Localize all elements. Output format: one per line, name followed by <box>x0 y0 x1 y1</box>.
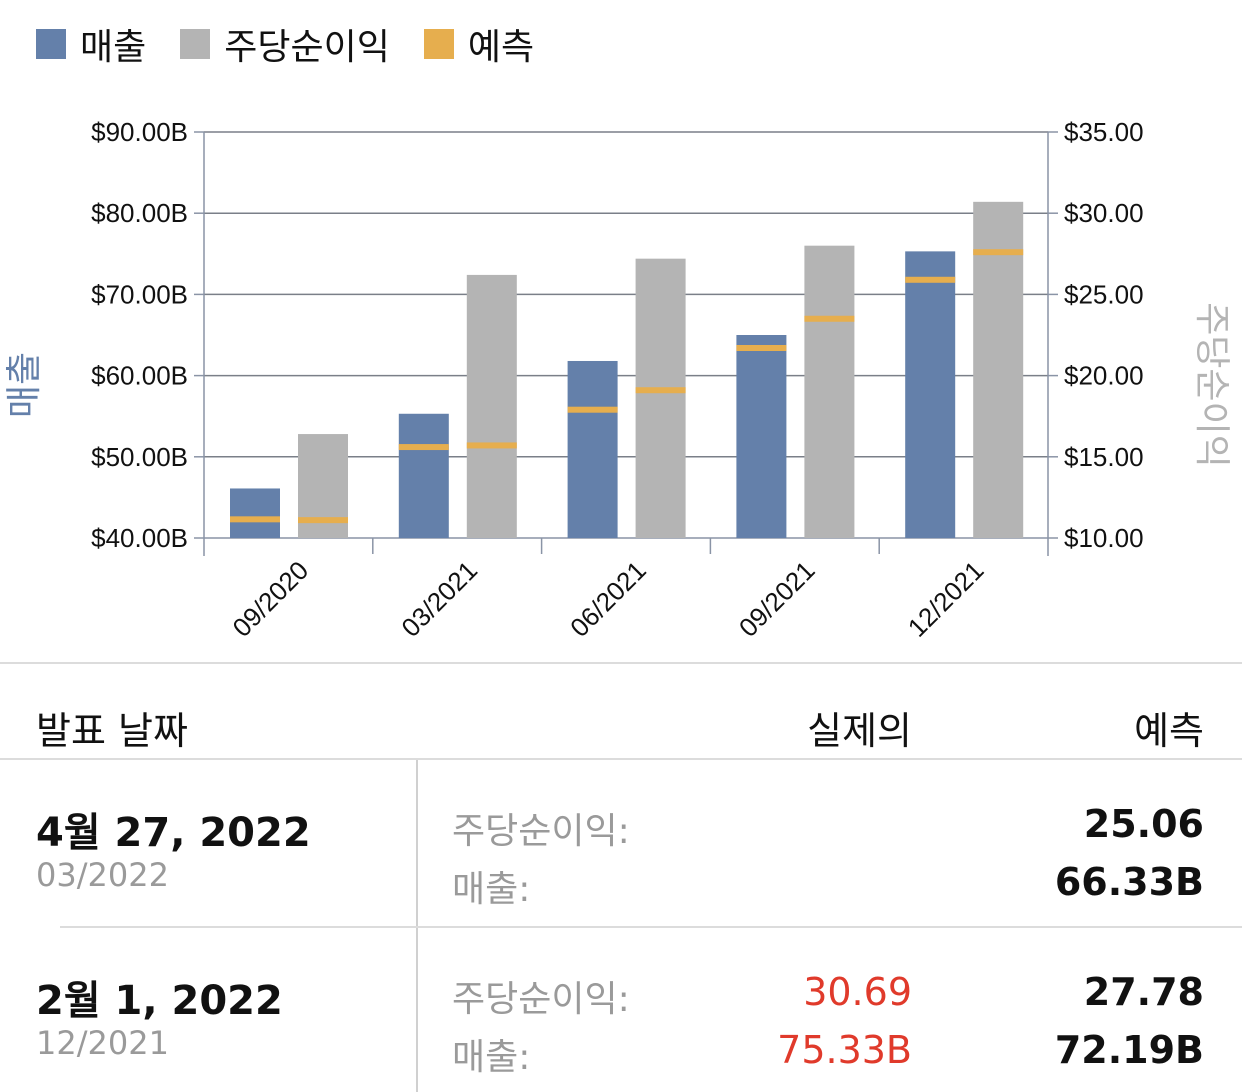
category-label: 03/2021 <box>395 555 483 643</box>
eps-estimate-marker <box>466 442 517 449</box>
table-row: 4월 27, 2022 03/2022 주당순이익: 25.06 매출: 66.… <box>0 760 1242 926</box>
chart-divider <box>0 662 1242 664</box>
eps-bar <box>466 274 517 538</box>
table-header-divider <box>0 758 1242 760</box>
left-tick-label: $80.00B <box>91 198 188 228</box>
left-tick-label: $60.00B <box>91 361 188 391</box>
revenue-bar <box>230 488 280 538</box>
left-tick-label: $90.00B <box>91 117 188 147</box>
eps-estimate: 27.78 <box>1083 970 1204 1014</box>
eps-bar <box>635 258 686 538</box>
header-date: 발표 날짜 <box>36 709 188 753</box>
legend-swatch-eps <box>180 29 211 59</box>
row-divider <box>60 926 1242 928</box>
eps-estimate-marker <box>635 387 686 394</box>
earnings-chart: $40.00B $10.00 $50.00B $15.00 $60.00B $20.00 $… <box>4 117 1232 643</box>
eps-actual: 30.69 <box>803 970 912 1014</box>
revenue-label: 매출: <box>452 869 531 910</box>
revenue-estimate-marker <box>905 276 956 283</box>
revenue-estimate: 66.33B <box>1054 860 1204 904</box>
table-header: 발표 날짜 실제의 예측 <box>0 690 1242 756</box>
revenue-label: 매출: <box>452 1037 531 1078</box>
legend-label-eps: 주당순이익 <box>224 27 390 68</box>
right-tick-label: $10.00 <box>1064 523 1144 553</box>
right-tick-label: $15.00 <box>1064 442 1144 472</box>
announce-date: 4월 27, 2022 <box>36 810 311 856</box>
category-label: 09/2020 <box>227 555 315 643</box>
eps-estimate-marker <box>804 315 855 322</box>
eps-estimate: 25.06 <box>1083 802 1204 846</box>
right-tick-label: $30.00 <box>1064 198 1144 228</box>
category-label: 12/2021 <box>902 555 990 643</box>
revenue-bar <box>398 413 449 538</box>
revenue-estimate-marker <box>567 406 618 413</box>
right-tick-label: $25.00 <box>1064 279 1144 309</box>
left-axis-title: 매출 <box>4 352 45 418</box>
revenue-actual: 75.33B <box>777 1028 912 1072</box>
eps-label: 주당순이익: <box>452 811 630 852</box>
revenue-estimate-marker <box>736 344 787 351</box>
legend-swatch-estimate <box>423 29 454 59</box>
revenue-bar <box>736 335 787 538</box>
fiscal-period: 03/2022 <box>36 856 169 894</box>
header-estimate: 예측 <box>1134 709 1204 753</box>
legend-item-estimate: 예측 <box>423 18 535 70</box>
legend-item-eps: 주당순이익 <box>180 18 390 70</box>
eps-bar <box>804 245 855 538</box>
revenue-estimate-marker <box>230 516 280 523</box>
announce-date: 2월 1, 2022 <box>36 978 283 1024</box>
chart-legend: 매출 주당순이익 예측 <box>36 20 568 68</box>
right-tick-label: $35.00 <box>1064 117 1144 147</box>
legend-item-revenue: 매출 <box>36 18 146 70</box>
left-tick-label: $70.00B <box>91 279 188 309</box>
eps-bar <box>973 201 1024 538</box>
revenue-bar <box>905 251 956 538</box>
revenue-estimate: 72.19B <box>1054 1028 1204 1072</box>
eps-label: 주당순이익: <box>452 979 630 1020</box>
left-tick-label: $40.00B <box>91 523 188 553</box>
category-label: 06/2021 <box>564 555 652 643</box>
eps-estimate-marker <box>298 517 348 524</box>
category-label: 09/2021 <box>733 555 821 643</box>
revenue-bar <box>567 360 618 538</box>
legend-swatch-revenue <box>36 29 66 59</box>
fiscal-period: 12/2021 <box>36 1024 169 1062</box>
right-axis-title: 주당순이익 <box>1191 302 1232 468</box>
eps-estimate-marker <box>973 249 1024 256</box>
header-actual: 실제의 <box>807 709 912 753</box>
right-tick-label: $20.00 <box>1064 361 1144 391</box>
legend-label-revenue: 매출 <box>80 27 147 68</box>
legend-label-estimate: 예측 <box>467 27 535 68</box>
revenue-estimate-marker <box>398 444 449 451</box>
table-row: 2월 1, 2022 12/2021 주당순이익: 30.69 27.78 매출… <box>0 928 1242 1092</box>
left-tick-label: $50.00B <box>91 442 188 472</box>
